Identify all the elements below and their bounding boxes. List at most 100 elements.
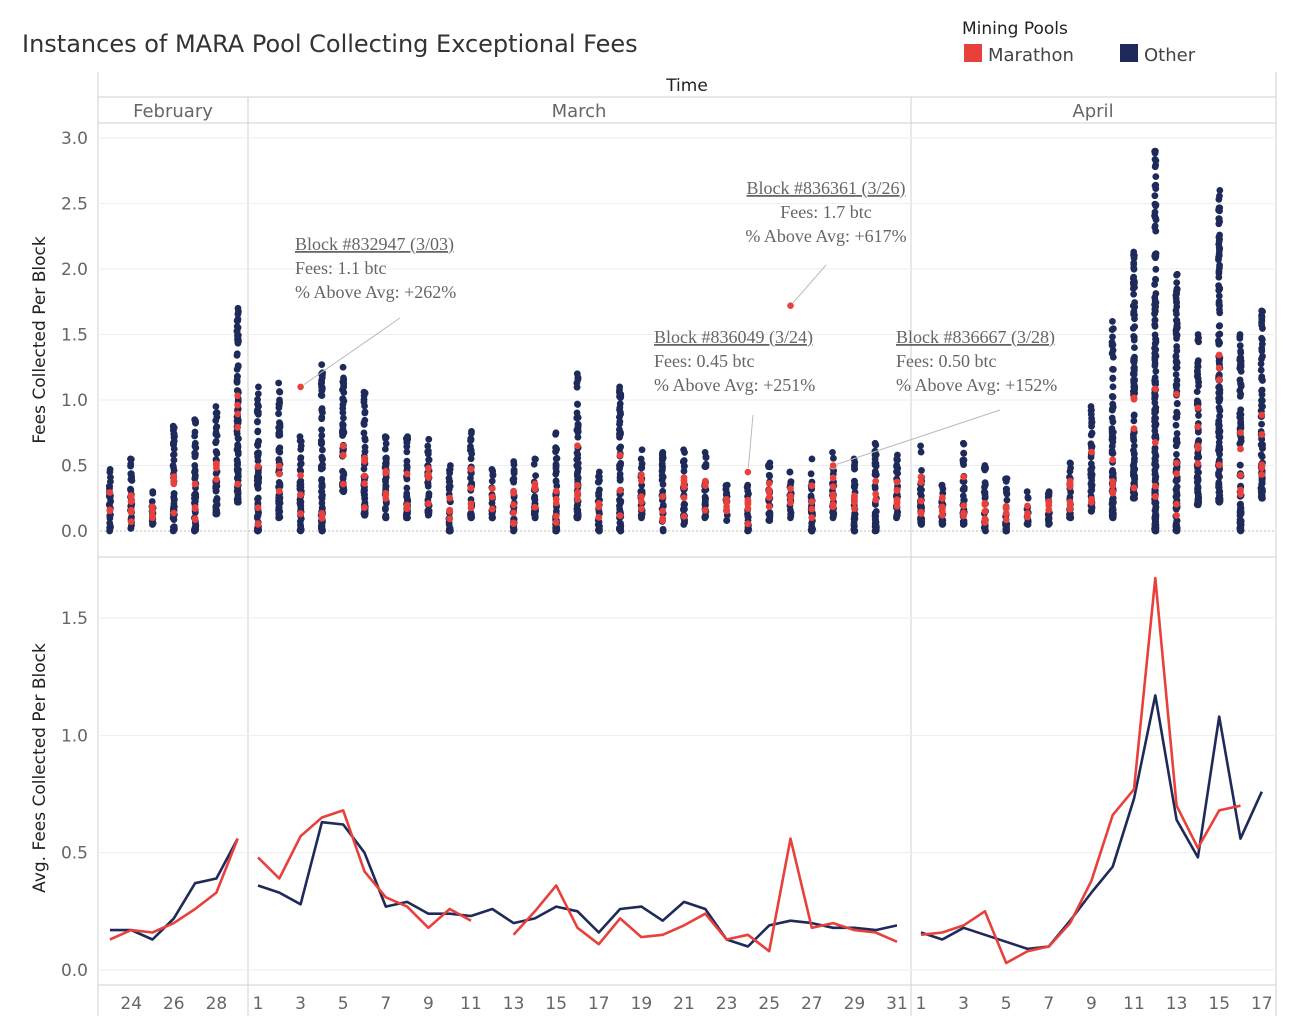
scatter-point-other (1131, 303, 1139, 311)
scatter-point-other (1108, 326, 1116, 334)
annotation-leader-line (790, 264, 827, 307)
scatter-point-marathon (744, 500, 752, 508)
scatter-point-marathon (531, 483, 539, 491)
scatter-point-other (1215, 389, 1223, 397)
scatter-point-other (1152, 173, 1160, 181)
scatter-point-marathon (1088, 495, 1095, 503)
scatter-point-other (234, 474, 242, 482)
scatter-point-other (1129, 324, 1137, 332)
scatter-point-other (1173, 303, 1181, 310)
scatter-point-marathon (765, 503, 773, 510)
annotation-block-label: Block #836667 (3/28) (896, 327, 1055, 348)
scatter-point-marathon (1258, 431, 1266, 438)
scatter-point-other (809, 525, 816, 533)
line-marathon-segment (257, 809, 472, 930)
scatter-point-marathon (488, 493, 496, 501)
scatter-point-marathon (275, 462, 283, 470)
scatter-point-other (255, 437, 262, 445)
scatter-point-marathon (960, 473, 967, 481)
scatter-point-other (1109, 318, 1116, 325)
month-header-march: March (552, 101, 607, 122)
scatter-point-other (893, 511, 901, 519)
scatter-point-marathon (917, 497, 925, 505)
legend-label-other[interactable]: Other (1144, 45, 1196, 66)
scatter-point-marathon (1215, 461, 1223, 469)
scatter-point-marathon (938, 494, 946, 501)
scatter-point-other (1088, 504, 1096, 512)
scatter-point-other (1173, 320, 1181, 328)
x-tick-label: 31 (886, 994, 908, 1014)
scatter-point-other (1258, 420, 1265, 428)
scatter-point-marathon (467, 500, 475, 508)
scatter-point-other (339, 421, 347, 429)
scatter-point-marathon (191, 480, 199, 488)
scatter-point-marathon (234, 410, 242, 418)
scatter-point-marathon (127, 508, 135, 516)
scatter-point-other (318, 475, 326, 483)
scatter-point-other (106, 468, 114, 476)
scatter-point-marathon (765, 494, 773, 501)
scatter-point-marathon (1237, 486, 1244, 494)
scatter-point-other (339, 363, 347, 371)
scatter-point-other (553, 482, 561, 490)
scatter-point-other (107, 473, 114, 481)
scatter-point-other (1067, 464, 1074, 472)
scatter-point-other (170, 450, 178, 458)
scatter-point-other (169, 462, 177, 469)
scatter-point-other (786, 468, 794, 476)
scatter-point-marathon (829, 483, 837, 491)
scatter-point-marathon (659, 507, 667, 515)
scatter-point-marathon (574, 442, 581, 450)
scatter-point-other (1215, 273, 1223, 281)
scatter-point-other (980, 464, 988, 472)
scatter-point-other (296, 485, 304, 493)
scatter-point-marathon (638, 477, 645, 484)
scatter-point-other (318, 415, 326, 423)
scatter-point-other (616, 445, 624, 452)
scatter-point-other (1215, 252, 1223, 260)
scatter-point-other (829, 449, 836, 456)
scatter-point-other (1131, 344, 1138, 352)
scatter-point-other (1130, 412, 1138, 420)
scatter-point-other (1152, 290, 1160, 297)
scatter-point-other (1108, 405, 1116, 413)
scatter-point-other (170, 496, 178, 504)
scatter-point-other (1193, 388, 1201, 396)
scatter-point-other (191, 462, 199, 469)
scatter-point-other (254, 484, 262, 492)
annotation-leader-line (832, 409, 1001, 466)
scatter-point-marathon (917, 478, 925, 486)
scatter-point-other (851, 481, 859, 489)
scatter-point-marathon (425, 500, 432, 507)
scatter-point-marathon (254, 504, 262, 512)
scatter-point-marathon (960, 502, 967, 510)
scatter-point-other (616, 462, 623, 469)
scatter-point-other (234, 446, 241, 454)
scatter-point-other (595, 473, 602, 480)
scatter-point-other (275, 446, 283, 454)
scatter-point-other (1109, 341, 1117, 349)
scatter-point-other (191, 525, 199, 533)
scatter-point-other (403, 493, 411, 500)
scatter-point-other (982, 481, 989, 489)
scatter-point-other (1130, 264, 1138, 272)
scatter-point-other (871, 509, 879, 517)
scatter-point-other (234, 310, 242, 318)
x-axis-title: Time (665, 76, 708, 96)
scatter-point-other (1129, 285, 1137, 292)
annotation-fees-label: Fees: 0.45 btc (654, 351, 755, 371)
scatter-point-other (488, 477, 496, 485)
scatter-point-other (213, 409, 221, 417)
scatter-point-marathon (893, 496, 901, 504)
scatter-point-marathon (981, 507, 989, 515)
scatter-point-other (1129, 275, 1137, 282)
scatter-point-other (893, 461, 901, 469)
scatter-point-other (1215, 483, 1223, 491)
scatter-point-marathon (917, 473, 925, 481)
scatter-point-other (1236, 376, 1244, 384)
scatter-point-other (787, 512, 795, 520)
legend-label-marathon[interactable]: Marathon (988, 45, 1074, 66)
scatter-point-other (1215, 471, 1222, 479)
scatter-point-other (573, 472, 581, 480)
scatter-point-marathon (616, 512, 624, 520)
